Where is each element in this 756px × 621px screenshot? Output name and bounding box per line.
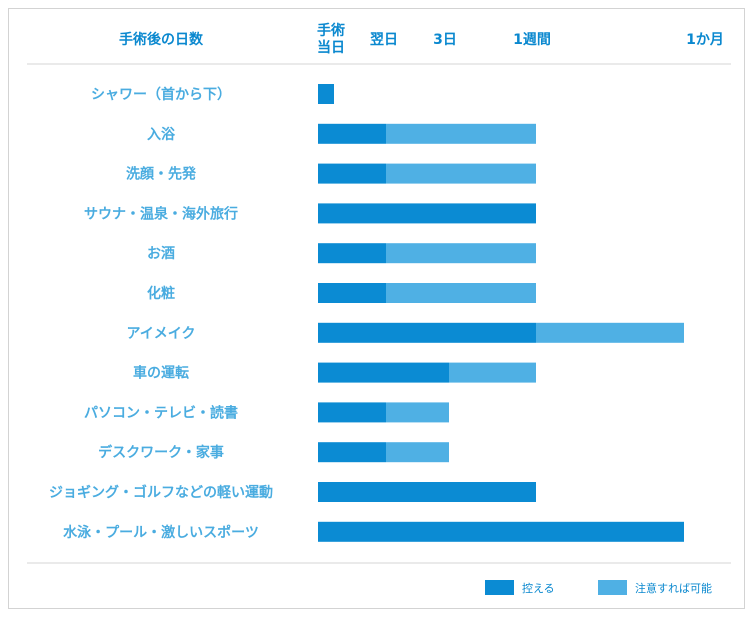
bar-segment	[318, 442, 386, 463]
chart-frame: 手術後の日数 手術 当日 翌日 3日 1週間 1か月 シャワー（首から下） 入浴洗顔・先発サ…	[8, 8, 745, 609]
bar-segment	[318, 402, 386, 423]
legend-label: 注意すれば可能	[635, 581, 712, 595]
bar-segment	[318, 362, 449, 383]
category-label: パソコン・テレビ・読書	[84, 404, 238, 421]
category-header: 手術後の日数	[119, 31, 204, 48]
x-tick-label: 手術	[317, 22, 345, 39]
bar-segment	[449, 362, 536, 383]
category-label: お酒	[147, 246, 175, 262]
x-tick-label: 当日	[317, 39, 345, 56]
bar-segment	[386, 442, 449, 463]
bar-segment	[386, 283, 536, 303]
category-label: サウナ・温泉・海外旅行	[84, 205, 238, 222]
bar-segment	[386, 402, 449, 423]
bar-segment	[318, 243, 386, 264]
category-label: 車の運転	[133, 365, 189, 382]
category-label: アイメイク	[126, 326, 195, 342]
category-label: 化粧	[147, 285, 175, 302]
x-tick-label: 1か月	[686, 32, 724, 48]
legend-swatch	[485, 580, 514, 595]
x-tick-label: 3日	[433, 32, 457, 48]
category-label: シャワー（首から下）	[91, 86, 231, 103]
bar-segment	[318, 283, 386, 303]
category-labels: シャワー（首から下） 入浴洗顔・先発サウナ・温泉・海外旅行お酒化粧アイメイク車の運…	[49, 86, 273, 541]
category-label: 入浴	[147, 126, 176, 143]
legend-swatch	[598, 580, 627, 595]
x-tick-label: 翌日	[370, 32, 398, 48]
bar-segment	[318, 482, 536, 502]
bar-segment	[318, 163, 386, 184]
bar-segment	[318, 521, 684, 542]
category-label: 洗顔・先発	[126, 166, 197, 183]
bar-segment	[318, 123, 386, 144]
bar-segment	[386, 163, 536, 184]
x-tick-label: 1週間	[513, 32, 551, 48]
bar-segment	[386, 123, 536, 144]
bar-segment	[318, 203, 536, 224]
bar-segment	[318, 322, 536, 343]
bar-segment	[386, 243, 536, 264]
bar-segment	[318, 84, 334, 104]
category-label: 水泳・プール・激しいスポーツ	[63, 524, 259, 541]
bar-segment	[536, 322, 684, 343]
category-label: ジョギング・ゴルフなどの軽い運動	[49, 484, 273, 501]
legend: 控える 注意すれば可能	[485, 580, 712, 595]
category-label: デスクワーク・家事	[98, 444, 224, 461]
bars	[318, 84, 684, 542]
legend-label: 控える	[522, 581, 555, 595]
